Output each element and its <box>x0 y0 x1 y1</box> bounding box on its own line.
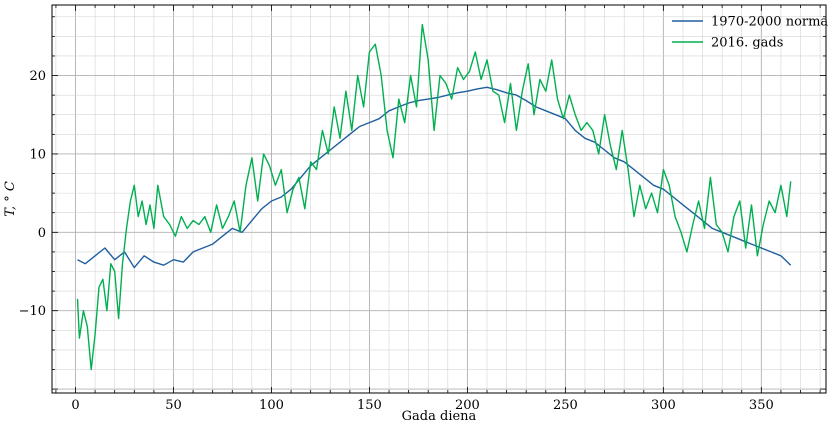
y-axis-label: T, ° C <box>3 181 18 217</box>
x-tick-label: 250 <box>553 398 578 413</box>
series-line-2016 <box>78 25 791 370</box>
legend-label-2016: 2016. gads <box>711 36 783 51</box>
x-tick-label: 300 <box>651 398 676 413</box>
y-tick-label: 0 <box>38 226 46 241</box>
x-tick-label: 100 <box>259 398 284 413</box>
x-tick-label: 50 <box>165 398 182 413</box>
y-tick-label: 20 <box>29 69 46 84</box>
plot-frame <box>52 5 826 393</box>
legend-label-norma: 1970-2000 norma <box>711 15 828 30</box>
x-axis-label: Gada diena <box>402 409 477 424</box>
x-tick-label: 0 <box>71 398 79 413</box>
y-tick-label: 10 <box>29 147 46 162</box>
axis-ticks <box>52 5 826 393</box>
legend: 1970-2000 norma 2016. gads <box>672 15 828 51</box>
y-tick-label: −10 <box>19 304 46 319</box>
x-tick-label: 350 <box>749 398 774 413</box>
chart-grid <box>52 5 826 393</box>
x-tick-label: 150 <box>357 398 382 413</box>
series-lines <box>78 25 791 370</box>
